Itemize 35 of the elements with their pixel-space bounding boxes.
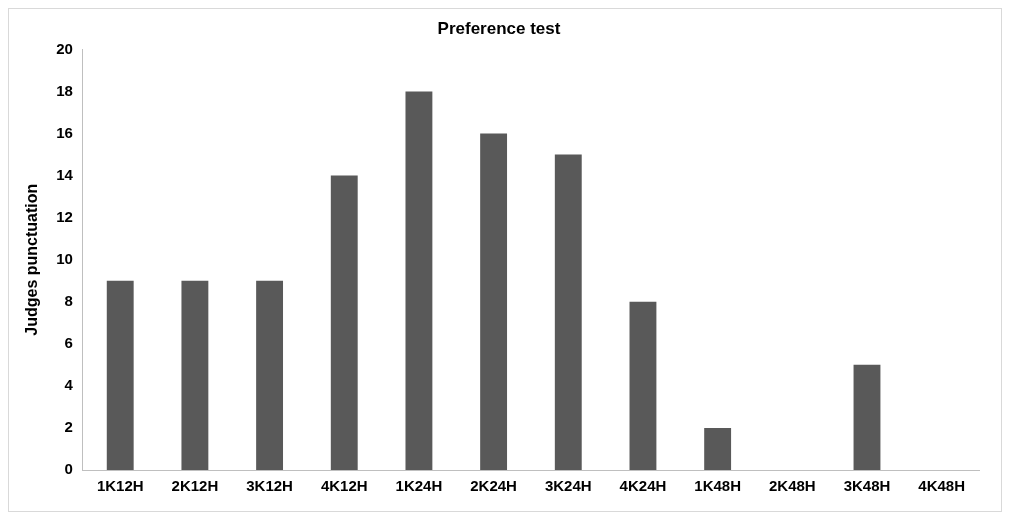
bar bbox=[629, 301, 657, 470]
x-tick-label: 1K24H bbox=[395, 477, 443, 495]
y-tick-label: 0 bbox=[64, 460, 73, 478]
y-tick-label: 2 bbox=[64, 418, 73, 436]
x-tick-label: 3K48H bbox=[843, 477, 891, 495]
x-tick-label: 3K12H bbox=[246, 477, 293, 495]
bar bbox=[405, 91, 433, 470]
bar bbox=[181, 280, 209, 470]
bar bbox=[330, 175, 358, 470]
bar bbox=[554, 154, 582, 470]
x-tick-label: 2K24H bbox=[470, 477, 517, 495]
x-tick-label: 4K24H bbox=[619, 477, 667, 495]
y-tick-label: 18 bbox=[56, 81, 73, 99]
y-tick-label: 14 bbox=[56, 165, 74, 183]
bar bbox=[480, 133, 508, 470]
x-tick-label: 4K12H bbox=[320, 477, 368, 495]
chart-title: Preference test bbox=[437, 18, 561, 38]
y-tick-label: 20 bbox=[56, 39, 73, 57]
x-tick-label: 4K48H bbox=[918, 477, 966, 495]
y-tick-label: 16 bbox=[56, 123, 73, 141]
x-tick-label: 2K48H bbox=[768, 477, 816, 495]
bar bbox=[853, 364, 881, 470]
bar bbox=[704, 427, 732, 470]
y-tick-label: 8 bbox=[64, 291, 73, 309]
y-axis-title: Judges punctuation bbox=[23, 183, 41, 336]
x-tick-label: 3K24H bbox=[544, 477, 592, 495]
x-tick-label: 1K48H bbox=[694, 477, 741, 495]
y-tick-label: 10 bbox=[56, 249, 73, 267]
x-tick-label: 1K12H bbox=[96, 477, 144, 495]
y-tick-label: 12 bbox=[56, 207, 73, 225]
bar bbox=[106, 280, 134, 470]
y-tick-label: 6 bbox=[64, 333, 73, 351]
x-tick-label: 2K12H bbox=[171, 477, 219, 495]
bar bbox=[256, 280, 284, 470]
y-tick-label: 4 bbox=[64, 376, 74, 394]
